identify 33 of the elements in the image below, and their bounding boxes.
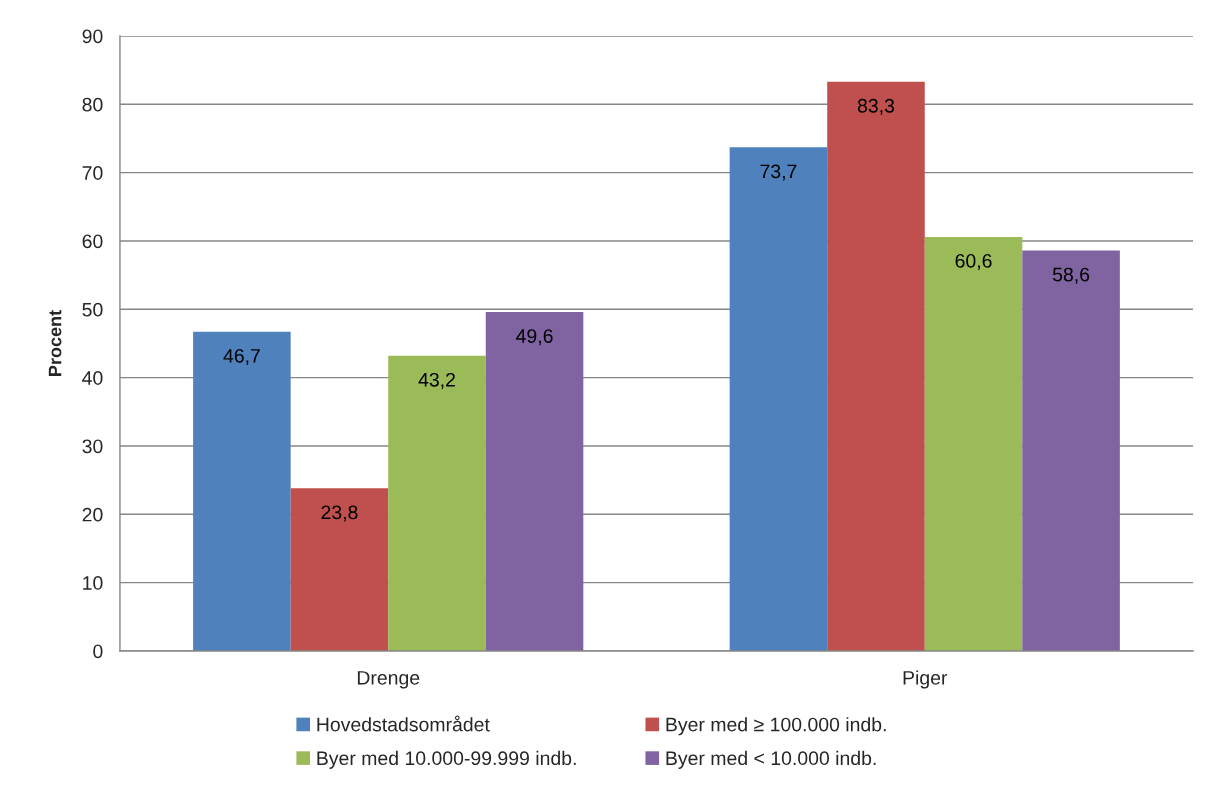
bar (485, 312, 584, 651)
bar (1022, 250, 1120, 651)
y-tick-label: 70 (82, 166, 103, 180)
data-label: 83,3 (857, 98, 895, 115)
x-tick-label: Drenge (357, 671, 420, 689)
data-label: 49,6 (516, 329, 553, 346)
y-tick-label: 50 (82, 302, 103, 317)
data-label: 46,7 (223, 348, 260, 366)
legend-label: Byer med ≥ 100.000 indb. (666, 717, 886, 736)
data-label: 60,6 (955, 253, 992, 271)
y-tick-label: 80 (82, 97, 103, 112)
data-label: 73,7 (760, 164, 797, 181)
bar (388, 355, 486, 651)
y-tick-label: 0 (93, 644, 103, 659)
legend-label: Byer med < 10.000 indb. (666, 750, 876, 769)
data-label: 23,8 (321, 505, 358, 522)
y-tick-label: 10 (83, 576, 103, 590)
bar (827, 81, 925, 651)
bar (193, 331, 291, 651)
y-tick-label: 60 (82, 234, 103, 249)
data-label: 43,2 (418, 372, 455, 389)
y-tick-label: 40 (82, 371, 103, 385)
x-tick-label: Piger (903, 670, 948, 689)
y-tick-label: 20 (82, 507, 103, 522)
legend-label: Hovedstadsområdet (317, 715, 490, 732)
bar (290, 488, 389, 651)
y-tick-label: 30 (82, 439, 103, 454)
y-tick-label: 90 (82, 29, 103, 44)
data-label: 58,6 (1052, 267, 1090, 284)
bar (729, 147, 828, 651)
y-axis-title: Procent (48, 310, 62, 376)
bar (924, 236, 1023, 651)
legend-label: Byer med 10.000-99.999 indb. (317, 750, 576, 769)
